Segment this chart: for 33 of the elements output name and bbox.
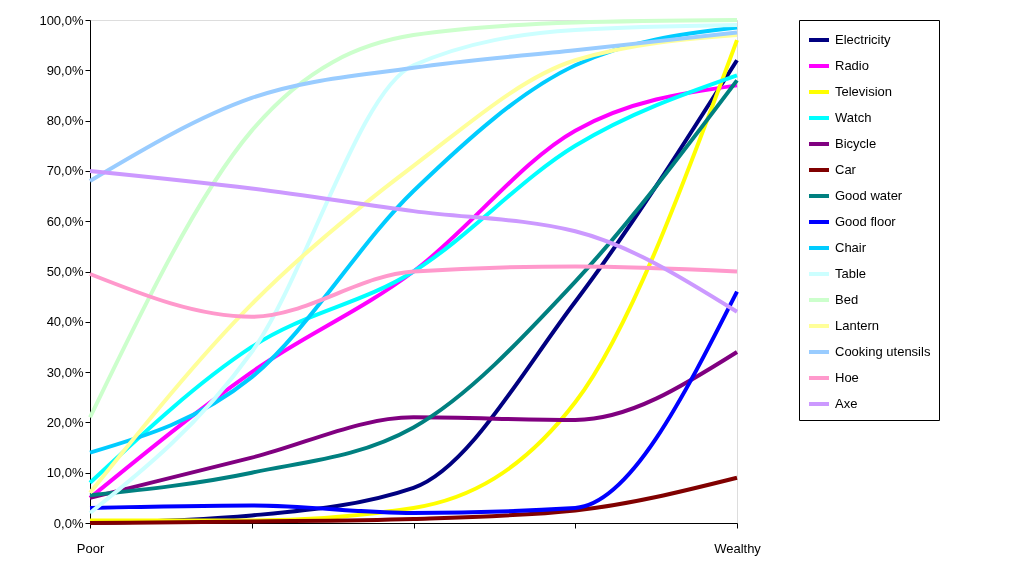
legend-label: Axe: [835, 396, 858, 411]
y-tick-label: 30,0%: [46, 364, 84, 380]
legend-label: Watch: [835, 110, 872, 125]
legend-label: Chair: [835, 240, 867, 255]
y-tick-label: 70,0%: [46, 163, 84, 179]
legend-label: Car: [835, 162, 857, 177]
line-series: [88, 30, 739, 183]
legend-label: Electricity: [835, 32, 892, 47]
x-tick-label: Wealthy: [714, 540, 762, 556]
legend-label: Bicycle: [835, 136, 877, 151]
line-series: [88, 289, 739, 515]
y-tick-label: 60,0%: [46, 213, 84, 229]
y-tick-label: 10,0%: [46, 465, 84, 481]
legend-label: Cooking utensils: [835, 344, 931, 359]
legend-label: Bed: [835, 292, 859, 307]
x-tick-label: Poor: [76, 540, 105, 556]
line-series: [88, 168, 739, 314]
y-tick-label: 50,0%: [46, 264, 84, 279]
y-tick-label: 0,0%: [53, 515, 84, 531]
line-series: [88, 349, 739, 500]
legend-label: Table: [835, 266, 867, 281]
y-tick-label: 90,0%: [46, 62, 84, 78]
y-tick-label: 20,0%: [46, 414, 84, 430]
line-series: [88, 264, 739, 319]
legend-label: Good water: [835, 188, 903, 203]
legend-label: Radio: [835, 58, 869, 73]
legend-label: Television: [835, 84, 893, 99]
legend-label: Lantern: [835, 318, 880, 333]
legend-label: Good floor: [835, 214, 897, 229]
y-tick-label: 80,0%: [46, 113, 84, 129]
y-tick-label: 100,0%: [39, 12, 84, 28]
y-tick-label: 40,0%: [46, 314, 84, 330]
legend-label: Hoe: [835, 370, 859, 385]
